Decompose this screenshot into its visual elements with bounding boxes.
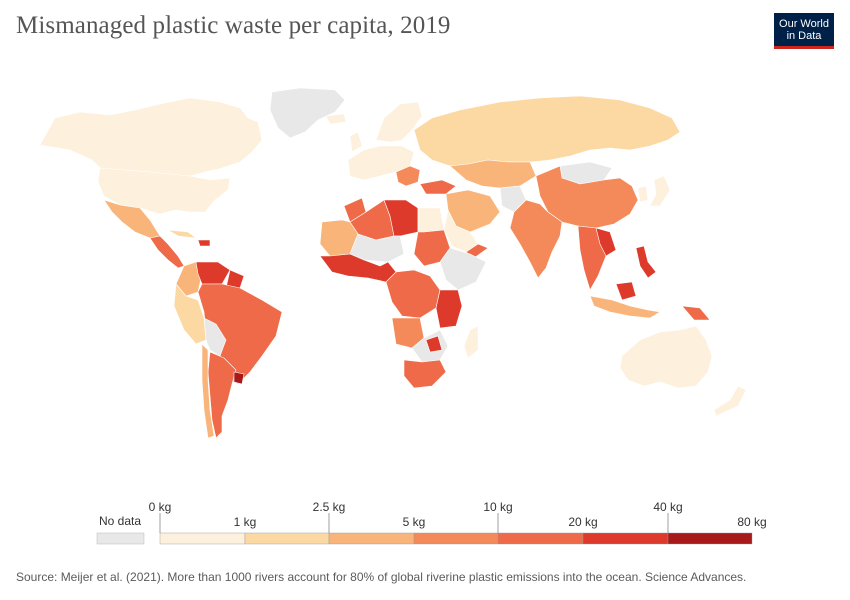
legend-bin-3[interactable] <box>413 532 499 545</box>
region-balkans[interactable] <box>395 165 421 187</box>
legend-lower-tick-3: 80 kg <box>737 515 766 529</box>
region-venezuela[interactable] <box>195 261 231 285</box>
region-cuba[interactable] <box>167 229 197 239</box>
region-australia[interactable] <box>619 325 713 389</box>
region-philippines[interactable] <box>635 245 657 279</box>
region-turkey[interactable] <box>419 179 457 195</box>
legend-lower-tick-1: 5 kg <box>403 515 426 529</box>
legend-lower-tick-2: 20 kg <box>568 515 597 529</box>
region-argentina[interactable] <box>207 351 237 439</box>
region-russia[interactable] <box>413 95 681 167</box>
legend-bin-4[interactable] <box>497 532 584 545</box>
region-zimbabwe[interactable] <box>425 335 443 353</box>
region-scandinavia[interactable] <box>375 101 423 143</box>
legend-bin-0[interactable] <box>159 532 246 545</box>
logo-line-1: Our World <box>779 18 829 30</box>
region-indonesia[interactable] <box>589 295 661 319</box>
region-hispaniola[interactable] <box>197 239 211 247</box>
region-madagascar[interactable] <box>463 325 479 359</box>
legend-upper-tick-3: 40 kg <box>653 500 682 514</box>
region-chile[interactable] <box>201 343 215 439</box>
legend-no-data-swatch[interactable] <box>96 532 145 545</box>
region-east-africa[interactable] <box>435 289 463 329</box>
region-uk[interactable] <box>349 131 363 153</box>
map-legend: No data 0 kg 2.5 kg 10 kg 40 kg 1 kg 5 k… <box>96 500 767 545</box>
legend-bin-5[interactable] <box>582 532 669 545</box>
region-usa[interactable] <box>97 167 231 215</box>
chart-title: Mismanaged plastic waste per capita, 201… <box>16 12 451 39</box>
legend-upper-tick-1: 2.5 kg <box>313 500 346 514</box>
legend-bin-1[interactable] <box>244 532 330 545</box>
region-png[interactable] <box>681 305 711 321</box>
region-korea[interactable] <box>637 185 649 203</box>
region-vietnam[interactable] <box>595 227 617 257</box>
legend-upper-tick-2: 10 kg <box>483 500 512 514</box>
region-india[interactable] <box>509 199 563 279</box>
region-west-africa[interactable] <box>319 253 397 283</box>
region-new-zealand[interactable] <box>713 385 747 417</box>
legend-lower-tick-0: 1 kg <box>234 515 257 529</box>
region-uruguay[interactable] <box>233 371 245 385</box>
legend-bin-6[interactable] <box>667 532 753 545</box>
logo-line-2: in Data <box>786 30 822 42</box>
region-central-america[interactable] <box>149 235 185 269</box>
legend-no-data-label: No data <box>99 514 141 528</box>
region-japan[interactable] <box>649 175 671 207</box>
region-libya[interactable] <box>383 199 419 237</box>
region-greenland[interactable] <box>269 87 346 139</box>
region-canada[interactable] <box>39 97 263 177</box>
legend-bin-2[interactable] <box>328 532 415 545</box>
region-ethiopia[interactable] <box>439 247 487 291</box>
source-note: Source: Meijer et al. (2021). More than … <box>16 570 747 584</box>
region-borneo[interactable] <box>615 281 637 301</box>
region-iceland[interactable] <box>325 113 347 125</box>
region-south-africa[interactable] <box>403 359 447 389</box>
world-map[interactable] <box>0 60 850 490</box>
region-central-africa[interactable] <box>385 269 441 319</box>
region-egypt[interactable] <box>417 207 445 233</box>
owid-logo[interactable]: Our World in Data <box>774 13 834 49</box>
legend-upper-tick-0: 0 kg <box>149 500 172 514</box>
